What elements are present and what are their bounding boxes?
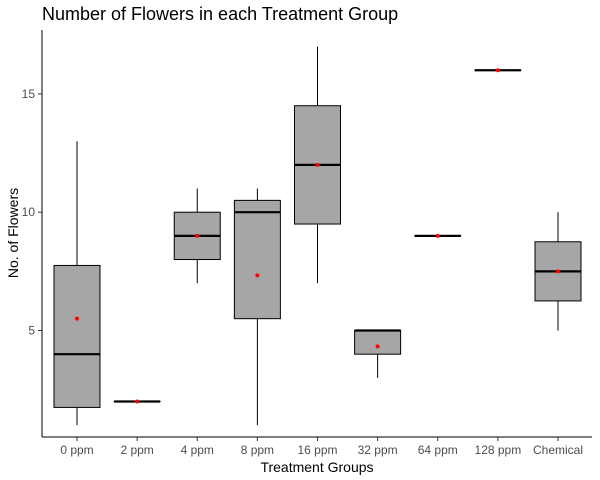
box-group	[294, 46, 341, 284]
box-group	[113, 399, 161, 404]
mean-point	[435, 233, 440, 238]
box-iqr	[53, 264, 101, 408]
box-series	[53, 46, 582, 426]
x-tick-label: 128 ppm	[475, 443, 522, 457]
box-group	[414, 233, 462, 238]
box-group	[173, 188, 221, 284]
mean-point	[495, 68, 500, 73]
x-tick-label: 8 ppm	[241, 443, 274, 457]
x-tick-label: 4 ppm	[181, 443, 214, 457]
mean-point	[195, 233, 200, 238]
y-axis-title: No. of Flowers	[5, 188, 21, 278]
x-tick-label: 2 ppm	[120, 443, 153, 457]
x-axis-ticks: 0 ppm 2 ppm 4 ppm 8 ppm 16 ppm 32 ppm 64 ppm 12…	[60, 437, 583, 457]
y-tick-label: 10	[22, 205, 36, 219]
x-tick-label: 64 ppm	[418, 443, 458, 457]
box-group	[474, 68, 522, 73]
box-group	[53, 141, 101, 426]
mean-point	[315, 162, 320, 167]
box-iqr	[233, 199, 281, 320]
x-axis-title: Treatment Groups	[260, 459, 373, 475]
y-axis-ticks: 5 10 15	[22, 87, 42, 338]
y-tick-label: 5	[28, 324, 35, 338]
mean-point	[556, 269, 560, 274]
mean-point	[375, 344, 380, 349]
y-tick-label: 15	[22, 87, 36, 101]
x-tick-label: Chemical	[533, 443, 583, 457]
x-tick-label: 32 ppm	[358, 443, 398, 457]
box-iqr	[354, 330, 402, 355]
mean-point	[255, 273, 260, 278]
box-group	[354, 329, 402, 378]
box-group	[534, 212, 582, 331]
box-group	[233, 188, 281, 426]
x-tick-label: 16 ppm	[297, 443, 337, 457]
chart-title: Number of Flowers in each Treatment Grou…	[42, 4, 398, 24]
mean-point	[135, 399, 140, 404]
x-tick-label: 0 ppm	[60, 443, 93, 457]
mean-point	[75, 316, 79, 321]
